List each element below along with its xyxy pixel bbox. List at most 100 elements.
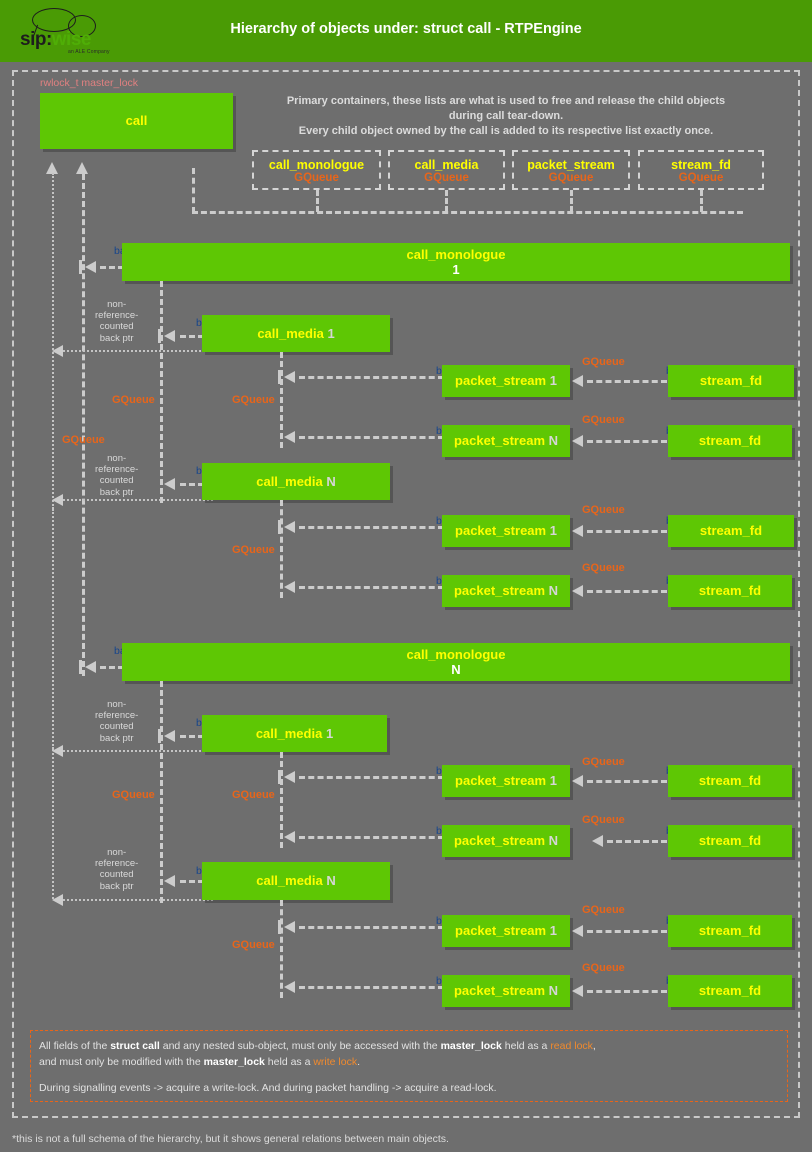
container-type: GQueue <box>678 171 724 184</box>
link-sfd-1b <box>587 530 667 533</box>
link-ps-Nd <box>299 986 444 989</box>
nrc-l2: reference- <box>95 710 139 722</box>
logo-word-sip: sip <box>20 29 46 50</box>
container-name: call_media <box>414 157 479 172</box>
node-stream-fd-1d[interactable]: stream_fd <box>668 915 792 947</box>
nrc-line-media-N-g2 <box>63 899 213 901</box>
tee-ps-1d <box>278 920 281 934</box>
read-lock-label: read lock <box>550 1040 593 1052</box>
node-stream-fd-Nd[interactable]: stream_fd <box>668 975 792 1007</box>
node-name: packet_stream <box>455 923 547 939</box>
node-packet-stream-1c[interactable]: packet_stream 1 <box>442 765 570 797</box>
container-stream-fd[interactable]: stream_fd GQueue <box>638 150 764 190</box>
locking-rules-line3: During signalling events -> acquire a wr… <box>39 1081 497 1094</box>
node-name: call_media <box>257 325 324 341</box>
node-stream-fd-Nb[interactable]: stream_fd <box>668 575 792 607</box>
fn-p1d: master_lock <box>440 1040 502 1052</box>
node-packet-stream-1d[interactable]: packet_stream 1 <box>442 915 570 947</box>
primary-note-line3: Every child object owned by the call is … <box>298 124 714 137</box>
container-name: packet_stream <box>527 157 615 172</box>
arrowhead-media-N-icon <box>164 478 175 490</box>
node-label: packet_stream 1 <box>455 373 557 388</box>
container-packet-stream[interactable]: packet_stream GQueue <box>512 150 630 190</box>
node-label: call_media 1 <box>257 326 334 341</box>
node-stream-fd-1a[interactable]: stream_fd <box>668 365 794 397</box>
node-packet-stream-Na[interactable]: packet_stream N <box>442 425 570 457</box>
spine-monologue-1-media <box>160 281 163 503</box>
arrowhead-sfd-Nb-icon <box>572 585 583 597</box>
node-call-media-1[interactable]: call_media 1 <box>202 315 390 352</box>
tee-ps-1a <box>278 370 281 384</box>
locking-rules-line2: and must only be modified with the maste… <box>39 1054 779 1070</box>
node-call[interactable]: call <box>40 93 233 149</box>
node-index: N <box>548 833 559 849</box>
link-ps-Nc <box>299 836 444 839</box>
node-stream-fd-Na[interactable]: stream_fd <box>668 425 792 457</box>
nrc-label-media-1: non- reference- counted back ptr <box>95 299 138 344</box>
node-packet-stream-1a[interactable]: packet_stream 1 <box>442 365 570 397</box>
gqueue-label-ps-Nd-sfd: GQueue <box>582 962 625 974</box>
node-label: packet_stream N <box>454 433 558 448</box>
gqueue-label-media-N-pstream: GQueue <box>232 544 275 556</box>
node-packet-stream-Nc[interactable]: packet_stream N <box>442 825 570 857</box>
node-stream-fd-Nc[interactable]: stream_fd <box>668 825 792 857</box>
container-drop-monologue <box>316 190 319 212</box>
node-label: stream_fd <box>699 523 763 539</box>
master-lock-label: rwlock_t master_lock <box>40 77 139 89</box>
node-label: stream_fd <box>698 983 762 999</box>
spine-dashed-main <box>82 174 85 676</box>
link-ps-1c <box>299 776 444 779</box>
arrowhead-sfd-1d-icon <box>572 925 583 937</box>
node-name: call_media <box>256 873 323 889</box>
logo-bubble-small-icon <box>68 15 96 37</box>
node-packet-stream-1b[interactable]: packet_stream 1 <box>442 515 570 547</box>
logo-tagline: an ALE Company <box>68 49 110 55</box>
arrowhead-ps-Nd-icon <box>284 981 295 993</box>
node-index: 1 <box>549 923 557 939</box>
tee-ps-1c <box>278 770 281 784</box>
arrowhead-nrc-media-N-icon <box>52 494 63 506</box>
fn-p2b: master_lock <box>203 1056 265 1069</box>
container-bracket-vline <box>192 168 195 213</box>
node-label: stream_fd <box>699 373 763 389</box>
node-call-monologue-1[interactable]: call_monologue 1 <box>122 243 790 281</box>
nrc-l1: non- <box>107 699 127 710</box>
spine-media-N-pstream <box>280 500 283 598</box>
node-stream-fd-1c[interactable]: stream_fd <box>668 765 792 797</box>
node-index: N <box>451 662 461 677</box>
nrc-line-media-1-g2 <box>63 750 213 752</box>
link-sfd-1c <box>587 780 667 783</box>
node-call-media-1-g2[interactable]: call_media 1 <box>202 715 387 752</box>
node-stream-fd-1b[interactable]: stream_fd <box>668 515 794 547</box>
tee-media-1-g2 <box>158 729 161 743</box>
link-monologue-N <box>100 666 124 669</box>
nrc-line-media-N <box>63 499 213 501</box>
tee-monologue-1 <box>79 260 82 274</box>
arrowhead-ps-1c-icon <box>284 771 295 783</box>
spine-media-N-g2-pstream <box>280 900 283 998</box>
logo-wordmark: sip:wise <box>20 30 91 49</box>
fn-p2e: . <box>357 1056 361 1069</box>
arrowhead-ps-Nc-icon <box>284 831 295 843</box>
arrowhead-monologue-N-icon <box>85 661 96 673</box>
node-call-monologue-N[interactable]: call_monologue N <box>122 643 790 681</box>
arrowhead-nrc-media-N-g2-icon <box>52 894 63 906</box>
arrowhead-ps-Nb-icon <box>284 581 295 593</box>
arrowhead-sfd-1a-icon <box>572 375 583 387</box>
gqueue-label-ps-1a-sfd: GQueue <box>582 356 625 368</box>
spine-monologue-N-media <box>160 681 163 903</box>
node-call-media-N-g2[interactable]: call_media N <box>202 862 390 900</box>
nrc-l4: back ptr <box>99 486 134 498</box>
node-name: call_media <box>256 473 323 489</box>
spine-media-1-pstream <box>280 352 283 448</box>
link-media-1-g2 <box>180 735 204 738</box>
logo-word-colon: : <box>45 29 52 50</box>
container-call-media[interactable]: call_media GQueue <box>388 150 505 190</box>
container-call-monologue[interactable]: call_monologue GQueue <box>252 150 381 190</box>
node-packet-stream-Nd[interactable]: packet_stream N <box>442 975 570 1007</box>
locking-rules-note: All fields of the struct call and any ne… <box>30 1030 788 1102</box>
node-packet-stream-Nb[interactable]: packet_stream N <box>442 575 570 607</box>
link-ps-1a <box>299 376 444 379</box>
node-name: packet_stream <box>453 833 546 849</box>
node-call-media-N[interactable]: call_media N <box>202 463 390 500</box>
